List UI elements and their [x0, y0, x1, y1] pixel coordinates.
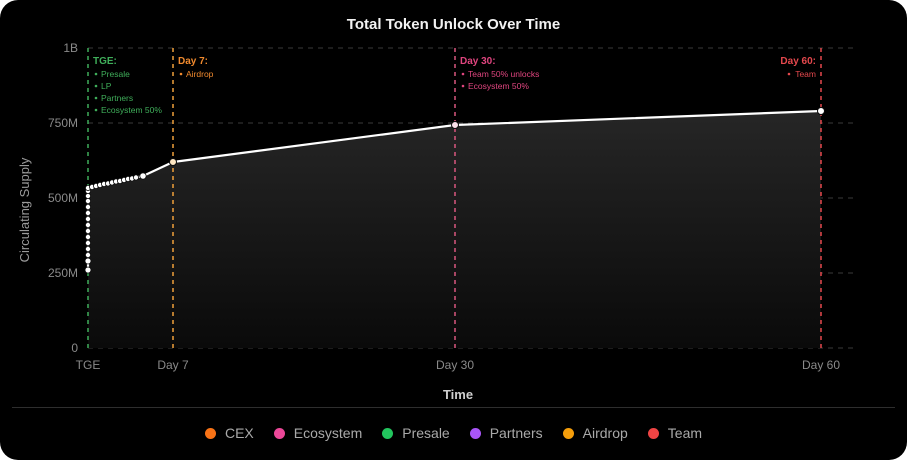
annotation-item: Team 50% unlocks	[468, 69, 539, 79]
legend-dot-icon	[562, 427, 574, 439]
legend-label: Airdrop	[582, 425, 628, 441]
legend-item-cex[interactable]: CEX	[204, 425, 254, 441]
legend-label: Team	[667, 425, 703, 441]
legend-label: Partners	[489, 425, 543, 441]
legend-label: CEX	[224, 425, 254, 441]
y-axis: 0 250M 500M 750M 1B	[48, 41, 78, 355]
annotation-title: Day 30:	[460, 56, 496, 67]
y-axis-label: Circulating Supply	[17, 157, 32, 262]
legend-dot-icon	[469, 427, 481, 439]
day30-point[interactable]	[451, 121, 459, 129]
y-tick: 0	[71, 341, 78, 355]
annotation-title: TGE:	[93, 56, 117, 67]
chart-legend: CEX Ecosystem Presale Partners Airdrop T…	[0, 425, 907, 441]
x-axis: TGE Day 7 Day 30 Day 60	[76, 358, 841, 372]
annotation-item: LP	[101, 81, 112, 91]
legend-label: Ecosystem	[293, 425, 363, 441]
day7-point[interactable]	[169, 158, 177, 166]
ramp-points	[89, 172, 147, 190]
annotation-item: Presale	[101, 69, 130, 79]
day60-point[interactable]	[817, 107, 825, 115]
annotation-item: Ecosystem 50%	[468, 81, 529, 91]
x-tick: TGE	[76, 358, 101, 372]
legend-item-airdrop[interactable]: Airdrop	[562, 425, 628, 441]
tge-points	[84, 184, 92, 274]
legend-dot-icon	[273, 427, 285, 439]
legend-dot-icon	[382, 427, 394, 439]
legend-item-partners[interactable]: Partners	[469, 425, 543, 441]
annotation-title: Day 7:	[178, 56, 208, 67]
annotation-item: Airdrop	[186, 69, 214, 79]
legend-dot-icon	[204, 427, 216, 439]
legend-item-ecosystem[interactable]: Ecosystem	[273, 425, 363, 441]
annotation-tge: TGE: Presale LP Partners Ecosystem 50%	[93, 56, 162, 115]
legend-item-presale[interactable]: Presale	[382, 425, 450, 441]
chart-title: Total Token Unlock Over Time	[346, 16, 561, 33]
legend-label: Presale	[402, 425, 450, 441]
x-axis-label: Time	[443, 387, 473, 402]
x-tick: Day 7	[157, 358, 189, 372]
annotation-day30: Day 30: Team 50% unlocks Ecosystem 50%	[460, 56, 539, 91]
annotation-title: Day 60:	[780, 56, 816, 67]
x-tick: Day 30	[436, 358, 474, 372]
annotation-day7: Day 7: Airdrop	[178, 56, 214, 79]
x-tick: Day 60	[802, 358, 840, 372]
annotation-item: Team	[795, 69, 816, 79]
annotation-item: Ecosystem 50%	[101, 105, 162, 115]
legend-item-team[interactable]: Team	[647, 425, 703, 441]
annotation-item: Partners	[101, 93, 133, 103]
annotation-day60: Day 60: Team	[780, 56, 816, 79]
y-tick: 250M	[48, 266, 78, 280]
legend-dot-icon	[647, 427, 659, 439]
y-tick: 750M	[48, 116, 78, 130]
area-fill	[88, 111, 821, 348]
y-tick: 1B	[63, 41, 78, 55]
y-tick: 500M	[48, 191, 78, 205]
legend-divider	[12, 407, 895, 408]
